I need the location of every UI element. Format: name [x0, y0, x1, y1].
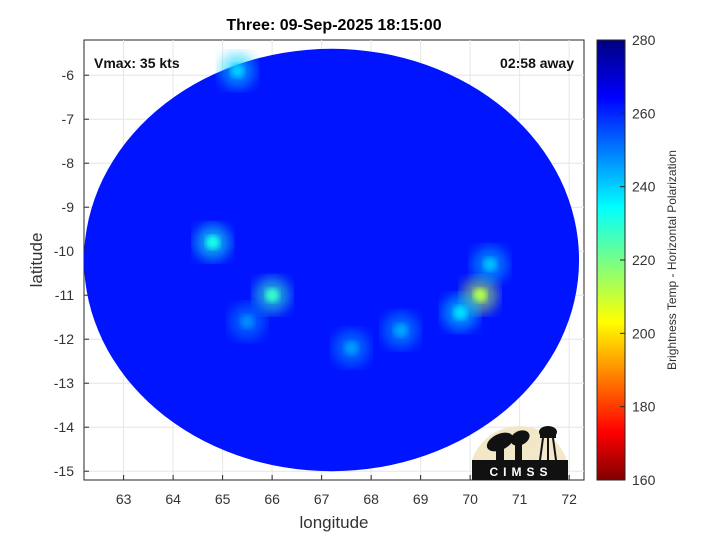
feature-core — [205, 235, 220, 250]
feature-core — [265, 288, 280, 303]
colorbar-tick-label: 280 — [632, 32, 656, 48]
satellite-dish-icon — [486, 430, 530, 460]
x-tick-label: 72 — [561, 491, 577, 507]
cimss-logo: CIMSS — [472, 426, 568, 480]
y-ticks: -6 -7 -8 -9 -10 -11 -12 -13 -14 -15 — [54, 67, 89, 479]
colorbar-label: Brightness Temp - Horizontal Polarizatio… — [665, 150, 679, 370]
feature-core — [230, 63, 245, 78]
x-tick-label: 64 — [165, 491, 181, 507]
colorbar-tick-label: 200 — [632, 325, 656, 341]
y-axis-label: latitude — [27, 233, 46, 288]
colorbar-tick-label: 180 — [632, 399, 656, 415]
y-tick-label: -9 — [62, 199, 75, 215]
vmax-annotation: Vmax: 35 kts — [94, 55, 180, 71]
feature-core — [393, 323, 408, 338]
x-tick-label: 71 — [512, 491, 528, 507]
colorbar-tick-label: 160 — [632, 472, 656, 488]
x-tick-label: 65 — [215, 491, 231, 507]
x-tick-label: 69 — [413, 491, 429, 507]
x-tick-label: 66 — [264, 491, 280, 507]
colorbar-tick-label: 260 — [632, 105, 656, 121]
x-tick-label: 63 — [116, 491, 132, 507]
colorbar: 280 260 240 220 200 180 160 Brightness Temp - … — [596, 32, 679, 488]
colorbar-tick-label: 220 — [632, 252, 656, 268]
y-tick-label: -11 — [55, 287, 74, 303]
time-away-annotation: 02:58 away — [500, 55, 574, 71]
x-tick-label: 67 — [314, 491, 330, 507]
swath-disk — [84, 48, 580, 472]
y-tick-label: -12 — [54, 331, 74, 347]
feature-core — [453, 305, 468, 320]
feature-core — [482, 257, 497, 272]
colorbar-ticks: 280 260 240 220 200 180 160 — [620, 32, 656, 488]
feature-layer — [194, 52, 508, 366]
y-tick-label: -15 — [54, 463, 74, 479]
x-tick-label: 70 — [462, 491, 478, 507]
y-tick-label: -10 — [54, 243, 74, 259]
chart-title: Three: 09-Sep-2025 18:15:00 — [226, 17, 441, 34]
feature-core — [473, 288, 488, 303]
y-tick-label: -14 — [54, 419, 74, 435]
x-tick-label: 68 — [363, 491, 379, 507]
y-tick-label: -8 — [62, 155, 75, 171]
water-tower-icon — [539, 426, 557, 461]
logo-text: CIMSS — [489, 465, 552, 479]
y-tick-label: -13 — [54, 375, 74, 391]
y-tick-label: -6 — [62, 67, 75, 83]
feature-core — [240, 314, 255, 329]
x-axis-label: longitude — [299, 513, 368, 532]
x-ticks: 63 64 65 66 67 68 69 70 71 72 — [116, 475, 577, 507]
feature-core — [344, 341, 359, 355]
y-tick-label: -7 — [62, 111, 75, 127]
colorbar-tick-label: 240 — [632, 179, 656, 195]
